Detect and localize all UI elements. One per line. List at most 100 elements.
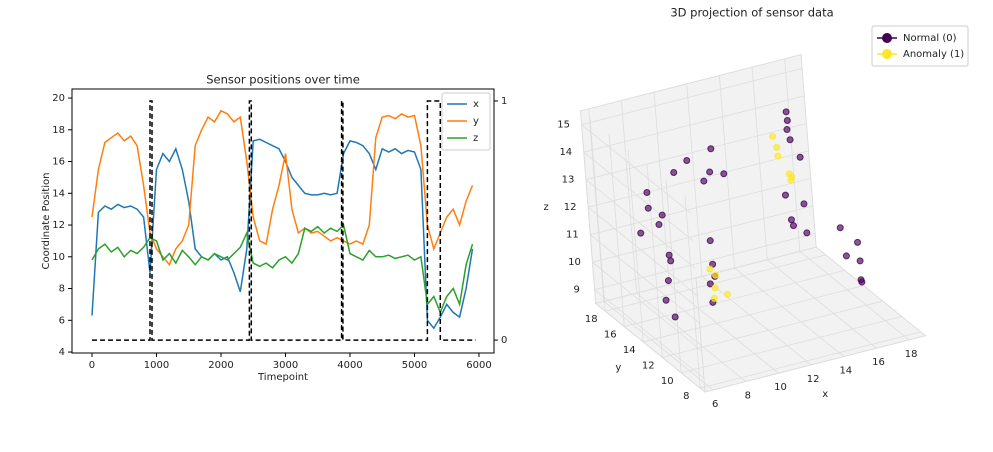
point: [773, 143, 781, 151]
legend-label: Normal (0): [903, 33, 957, 44]
y-tick-label: 16: [604, 330, 617, 341]
z-tick-label: 13: [562, 175, 575, 186]
point: [858, 278, 866, 286]
grid-line: [603, 301, 714, 391]
grid-line: [581, 68, 803, 126]
point: [665, 251, 673, 259]
grid-line: [700, 331, 921, 389]
y-tick-label: 8: [59, 284, 65, 295]
point: [637, 229, 645, 237]
grid-line: [592, 205, 814, 263]
y-tick-label: 14: [623, 345, 636, 356]
x-tick-label: 0: [89, 360, 95, 371]
grid-line: [605, 254, 826, 312]
chart-title: Sensor positions over time: [206, 73, 360, 87]
y-tick-label: 8: [683, 391, 689, 402]
z-tick-label: 14: [559, 147, 572, 158]
grid-line: [592, 261, 702, 352]
x-tick-label: 3000: [273, 360, 298, 371]
point: [796, 153, 804, 161]
grid-line: [662, 300, 883, 358]
y-tick-label: 14: [52, 188, 65, 199]
point: [786, 136, 794, 144]
point: [783, 126, 791, 134]
x-tick-label: 16: [872, 357, 885, 368]
point: [800, 200, 808, 208]
y-tick-label: 16: [52, 157, 65, 168]
y-tick-label: 18: [585, 314, 598, 325]
z-tick-label: 11: [566, 230, 579, 241]
z-tick-label: 10: [568, 257, 581, 268]
legend-label: Anomaly (1): [903, 49, 964, 60]
legend-label: z: [473, 133, 478, 144]
grid-line: [588, 150, 809, 208]
grid-line: [734, 267, 845, 357]
y2-tick-label: 0: [501, 335, 507, 346]
point: [723, 290, 731, 298]
grid-line: [799, 251, 910, 341]
point: [842, 252, 850, 260]
point: [782, 108, 790, 116]
point: [710, 294, 718, 302]
x-tick-label: 6: [712, 399, 718, 410]
point: [671, 313, 679, 321]
point: [781, 191, 789, 199]
y-tick-label: 12: [642, 360, 655, 371]
grid-line: [643, 285, 864, 343]
point: [664, 277, 672, 285]
plot-frame: [71, 88, 495, 354]
series-line: [91, 223, 474, 315]
point: [643, 189, 651, 197]
point: [720, 170, 728, 178]
series-line: [91, 138, 474, 330]
grid-line: [594, 233, 816, 291]
x-tick-label: 5000: [402, 360, 427, 371]
grid-line: [594, 289, 705, 379]
point: [667, 257, 675, 265]
legend-label: x: [473, 99, 479, 110]
grid-line: [585, 179, 696, 269]
point: [707, 145, 715, 153]
x-tick-label: 14: [839, 366, 852, 377]
grid-line: [587, 206, 698, 297]
z-tick-label: 12: [564, 202, 577, 213]
point: [700, 177, 708, 185]
x-tick-label: 2000: [208, 360, 233, 371]
point: [769, 132, 777, 140]
grid-line: [583, 151, 694, 242]
chart-title: 3D projection of sensor data: [670, 6, 833, 20]
point: [644, 204, 652, 212]
point: [787, 216, 795, 224]
point: [655, 221, 663, 229]
point: [670, 168, 678, 176]
point: [712, 271, 720, 279]
x-tick-label: 1000: [144, 360, 169, 371]
series-line: [92, 100, 476, 341]
point: [785, 170, 793, 178]
point: [783, 116, 791, 124]
grid-line: [668, 284, 779, 374]
y-tick-label: 20: [52, 93, 65, 104]
grid-line: [590, 234, 700, 324]
y-axis-label: y: [615, 363, 621, 374]
point: [706, 265, 714, 273]
grid-line: [766, 259, 877, 349]
legend-marker: [882, 49, 892, 59]
x-tick-label: 12: [807, 374, 820, 385]
point: [856, 257, 864, 265]
point: [854, 238, 862, 246]
point: [787, 176, 795, 184]
y-tick-label: 6: [59, 315, 65, 326]
point: [711, 284, 719, 292]
x-tick-label: 6000: [466, 360, 491, 371]
y-axis-label: Coordinate Position: [41, 173, 52, 270]
y-tick-label: 18: [52, 125, 65, 136]
grid-line: [624, 269, 845, 327]
y2-tick-label: 1: [501, 96, 507, 107]
grid-line: [581, 124, 692, 214]
grid-line: [583, 95, 805, 153]
grid-line: [681, 316, 902, 374]
point: [662, 296, 670, 304]
grid-line: [585, 123, 807, 181]
